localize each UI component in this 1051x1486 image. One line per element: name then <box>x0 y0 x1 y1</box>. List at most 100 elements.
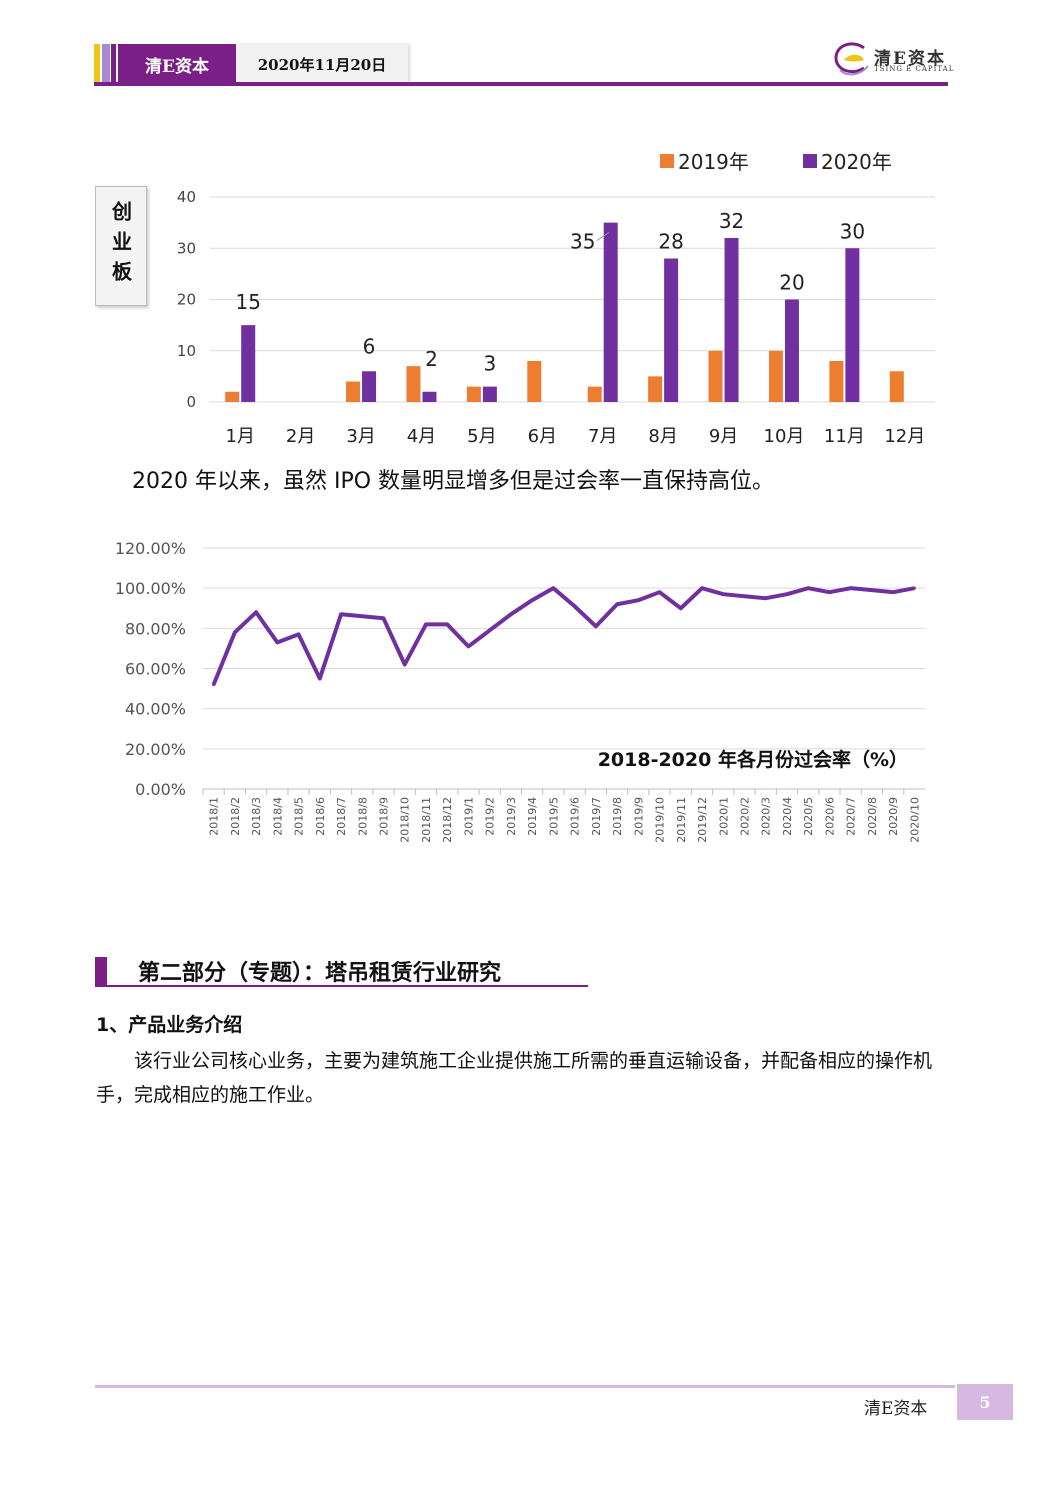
data-point <box>912 586 916 590</box>
header-brand: 清E资本 <box>118 44 236 84</box>
data-point <box>615 602 619 606</box>
bar-2020年 <box>603 222 618 402</box>
bar-2020年 <box>784 299 799 402</box>
x-tick-label: 5月 <box>467 426 496 447</box>
x-tick-label: 11月 <box>824 426 865 447</box>
data-point <box>445 622 449 626</box>
data-label: 30 <box>840 219 865 243</box>
data-point <box>573 604 577 608</box>
y-tick-label: 100.00% <box>115 579 186 598</box>
data-point <box>658 590 662 594</box>
x-tick-label: 2020/1 <box>717 797 730 836</box>
data-label: 6 <box>363 334 376 358</box>
data-point <box>424 622 428 626</box>
x-tick-label: 2020/10 <box>908 797 921 843</box>
bar-2019年 <box>648 376 663 402</box>
x-tick-label: 2018/8 <box>356 797 369 836</box>
y-tick-label: 40.00% <box>125 700 186 719</box>
x-tick-label: 2019/5 <box>547 797 560 836</box>
data-point <box>509 612 513 616</box>
y-tick-label: 20 <box>177 291 196 309</box>
data-point <box>382 616 385 620</box>
header-stripe-dark <box>111 44 116 84</box>
x-tick-label: 2020/7 <box>845 797 858 836</box>
x-tick-label: 6月 <box>528 426 557 447</box>
bar-2020年 <box>422 391 437 402</box>
header-stripe-yellow <box>94 44 100 84</box>
data-point <box>806 586 810 590</box>
y-tick-label: 0.00% <box>135 780 186 799</box>
x-tick-label: 2018/4 <box>271 797 284 836</box>
bar-2020年 <box>362 371 377 402</box>
data-point <box>530 598 534 602</box>
bar-2019年 <box>708 350 723 402</box>
x-tick-label: 2018/2 <box>229 797 242 836</box>
data-point <box>339 612 343 616</box>
section-title: 第二部分（专题）：塔吊租赁行业研究 <box>138 961 502 986</box>
data-point <box>466 644 470 648</box>
data-point <box>403 662 407 666</box>
y-tick-label: 60.00% <box>125 660 186 679</box>
body-paragraph: 该行业公司核心业务，主要为建筑施工企业提供施工所需的垂直运输设备，并配备相应的操… <box>96 1050 933 1106</box>
data-point <box>700 586 704 590</box>
bar-2020年 <box>664 258 679 402</box>
data-point <box>870 588 874 592</box>
data-label: 3 <box>484 352 497 376</box>
y-tick-label: 10 <box>177 342 196 360</box>
data-point <box>551 586 555 590</box>
data-point <box>488 628 492 632</box>
x-tick-label: 2020/2 <box>739 797 752 836</box>
x-tick-label: 3月 <box>346 426 375 447</box>
data-point <box>721 592 725 596</box>
x-tick-label: 2019/1 <box>462 797 475 836</box>
label-leader <box>596 232 609 242</box>
bar-2020年 <box>241 325 256 402</box>
logo-text: 清E资本 <box>874 49 946 69</box>
header-rule <box>94 82 948 86</box>
x-tick-label: 2018/9 <box>378 797 391 836</box>
y-tick-label: 20.00% <box>125 740 186 759</box>
data-point <box>360 614 364 618</box>
legend-label: 2020年 <box>821 150 892 174</box>
x-tick-label: 2018/7 <box>335 797 348 836</box>
x-tick-label: 2018/5 <box>293 797 306 836</box>
line-chart: 0.00% 20.00% 40.00% 60.00% 80.00% 100.00% 120.… <box>115 539 925 843</box>
logo-subtitle: TSING E CAPITAL <box>874 65 955 73</box>
data-point <box>318 677 322 681</box>
bar-2020年 <box>845 248 860 402</box>
paragraph-ipo: 2020 年以来，虽然 IPO 数量明显增多但是过会率一直保持高位。 <box>132 469 775 494</box>
x-tick-label: 2月 <box>286 426 315 447</box>
logo-swirl-icon <box>834 42 869 76</box>
data-label: 35 <box>570 230 595 254</box>
x-tick-label: 12月 <box>884 426 925 447</box>
data-point <box>212 683 216 687</box>
bar-chart: 0 10 20 30 40 1月 15 2月 3月 6 4月 2 5月 3 6月 7月 35 8月 28 9月 32 10… <box>177 150 935 447</box>
header-date: 2020年11月20日 <box>236 44 408 84</box>
y-tick-label: 30 <box>177 239 196 257</box>
y-tick-label: 0 <box>186 393 196 411</box>
x-tick-label: 2019/9 <box>632 797 645 836</box>
footer-brand: 清E资本 <box>864 1399 928 1419</box>
y-tick-label: 120.00% <box>115 539 186 558</box>
bar-2019年 <box>346 381 361 402</box>
x-tick-label: 2019/6 <box>569 797 582 836</box>
data-label: 28 <box>658 230 683 254</box>
header-stripe-purple <box>102 44 110 84</box>
data-label: 32 <box>719 209 744 233</box>
x-tick-label: 2019/11 <box>675 797 688 843</box>
y-tick-label: 40 <box>177 188 196 206</box>
series-line <box>211 586 915 686</box>
x-tick-label: 2018/10 <box>399 797 412 843</box>
bar-2019年 <box>527 361 542 402</box>
x-tick-label: 2018/1 <box>208 797 221 836</box>
x-tick-label: 2019/2 <box>484 797 497 836</box>
bar-2019年 <box>768 350 783 402</box>
section-marker <box>95 957 107 985</box>
x-tick-label: 2019/8 <box>611 797 624 836</box>
chart1-side-label: 创业板 <box>95 186 147 306</box>
data-point <box>297 632 301 636</box>
x-tick-label: 2018/6 <box>314 797 327 836</box>
data-point <box>275 640 279 644</box>
legend-swatch <box>660 154 674 168</box>
chart-title: 2018-2020 年各月份过会率（%） <box>598 748 908 771</box>
